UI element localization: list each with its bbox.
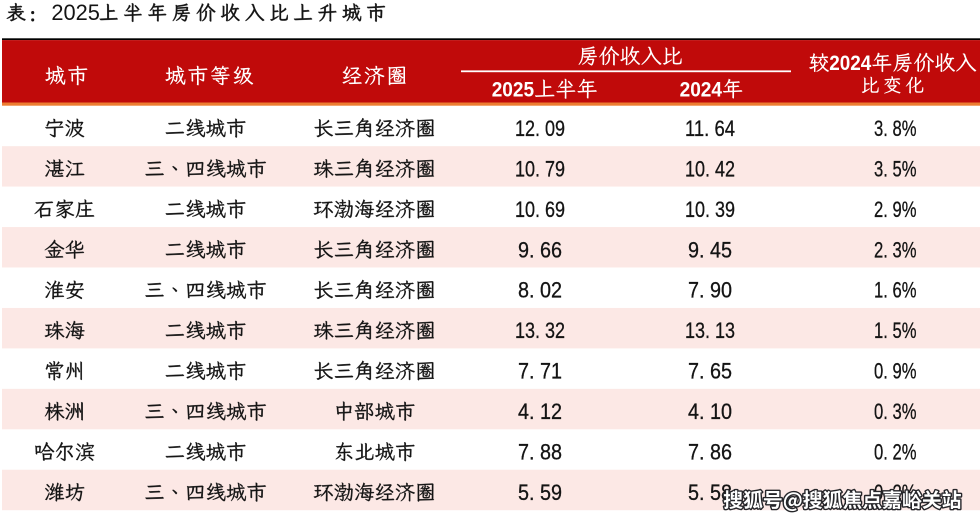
svg-text:7. 65: 7. 65 [688, 359, 732, 384]
svg-text:8. 02: 8. 02 [518, 278, 562, 303]
svg-text:4. 10: 4. 10 [688, 399, 732, 424]
svg-text:9. 45: 9. 45 [688, 237, 732, 262]
svg-text:2. 3%: 2. 3% [874, 237, 917, 262]
svg-text:7. 71: 7. 71 [518, 359, 562, 384]
svg-text:2024: 2024 [829, 52, 871, 75]
svg-text:7. 88: 7. 88 [518, 440, 562, 465]
svg-text:2025: 2025 [492, 78, 535, 101]
svg-text:1. 6%: 1. 6% [874, 278, 917, 303]
svg-text:13. 13: 13. 13 [685, 318, 735, 343]
svg-text:5. 59: 5. 59 [518, 480, 562, 505]
svg-text:0. 3%: 0. 3% [874, 399, 917, 424]
svg-text:10. 79: 10. 79 [515, 156, 565, 181]
svg-text:10. 69: 10. 69 [515, 197, 565, 222]
svg-text:2. 9%: 2. 9% [874, 197, 917, 222]
svg-text:3. 8%: 3. 8% [874, 116, 917, 141]
svg-text:0. 9%: 0. 9% [874, 359, 917, 384]
svg-text:13. 32: 13. 32 [515, 318, 565, 343]
svg-text:1. 5%: 1. 5% [874, 318, 917, 343]
svg-text:2024: 2024 [680, 78, 723, 101]
svg-text:4. 12: 4. 12 [518, 399, 562, 424]
svg-text:7. 90: 7. 90 [688, 278, 732, 303]
svg-text:7. 86: 7. 86 [688, 440, 732, 465]
svg-text:9. 66: 9. 66 [518, 237, 562, 262]
svg-text:10. 39: 10. 39 [685, 197, 735, 222]
svg-text:12. 09: 12. 09 [515, 116, 565, 141]
svg-text:11. 64: 11. 64 [685, 116, 735, 141]
svg-text:3. 5%: 3. 5% [874, 156, 917, 181]
svg-text:10. 42: 10. 42 [685, 156, 735, 181]
svg-text:0. 2%: 0. 2% [874, 440, 917, 465]
svg-text:2025: 2025 [51, 0, 100, 25]
